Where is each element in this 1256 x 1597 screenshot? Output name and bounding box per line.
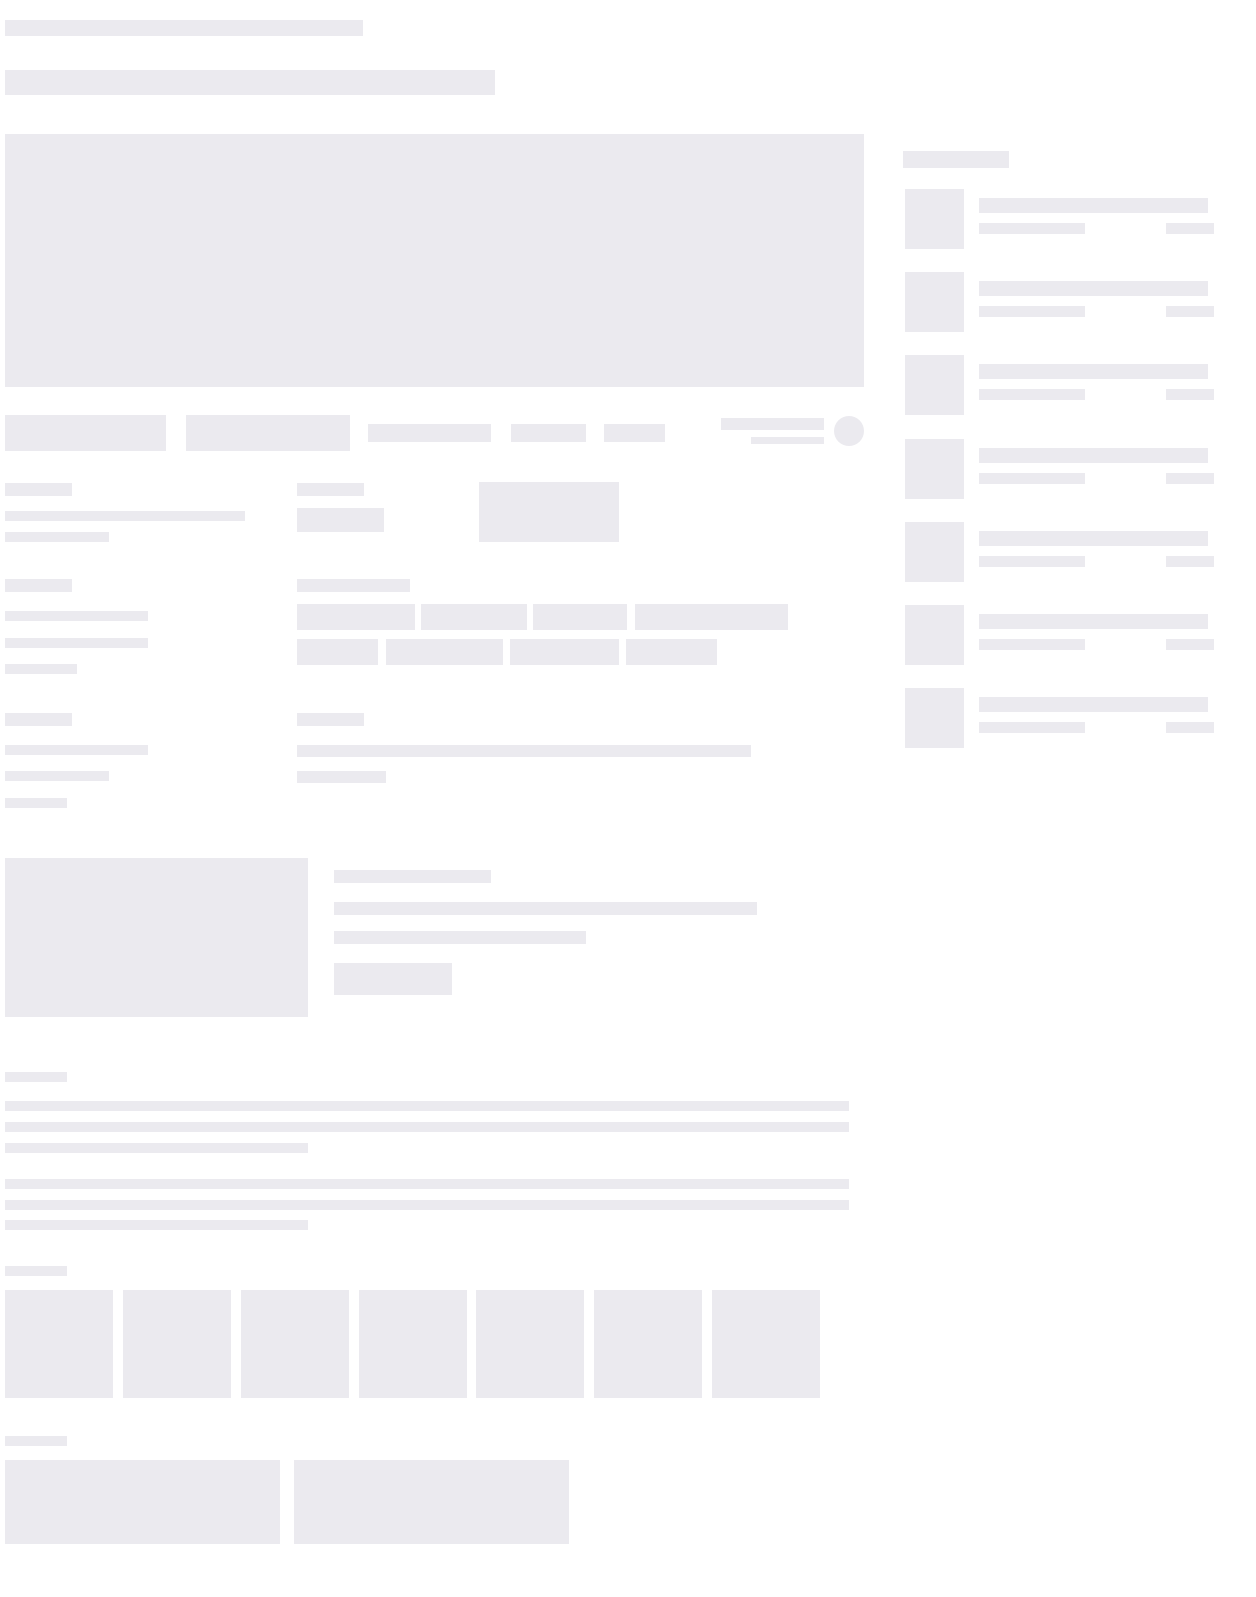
sidebar-item-thumbnail-placeholder — [905, 688, 964, 748]
sidebar-item-thumbnail-placeholder — [905, 272, 964, 332]
detail-value-placeholder — [5, 611, 148, 621]
detail-label-placeholder — [5, 483, 72, 496]
detail-label-placeholder — [297, 713, 364, 726]
sidebar-heading-placeholder — [903, 151, 1009, 168]
detail-value-placeholder — [5, 511, 245, 521]
author-name-placeholder — [721, 418, 824, 430]
sidebar-item-meta-placeholder — [979, 473, 1085, 484]
sidebar-item-meta-placeholder — [979, 722, 1085, 733]
gallery-tile-placeholder — [241, 1290, 349, 1398]
sidebar-item-price-placeholder — [1166, 473, 1214, 484]
description-line-placeholder — [5, 1122, 849, 1132]
sidebar-item-title-placeholder — [979, 448, 1208, 463]
tag-chip-placeholder — [386, 639, 503, 665]
gallery-tile-placeholder — [123, 1290, 231, 1398]
sidebar-item-price-placeholder — [1166, 389, 1214, 400]
card-text-placeholder — [334, 931, 586, 944]
sidebar-item-price-placeholder — [1166, 639, 1214, 650]
breadcrumb-placeholder — [5, 20, 363, 36]
detail-value-placeholder — [297, 745, 751, 757]
sidebar-item-thumbnail-placeholder — [905, 355, 964, 415]
card-button-placeholder — [334, 963, 452, 995]
sidebar-item-price-placeholder — [1166, 722, 1214, 733]
sidebar-item-meta-placeholder — [979, 389, 1085, 400]
description-line-placeholder — [5, 1101, 849, 1111]
price-label-placeholder — [297, 483, 364, 496]
description-line-placeholder — [5, 1143, 308, 1153]
sidebar-item-title-placeholder — [979, 198, 1208, 213]
author-meta-placeholder — [751, 437, 824, 444]
sidebar-item-thumbnail-placeholder — [905, 189, 964, 249]
sidebar-item-thumbnail-placeholder — [905, 439, 964, 499]
sidebar-item-price-placeholder — [1166, 556, 1214, 567]
sidebar-item-title-placeholder — [979, 364, 1208, 379]
description-line-placeholder — [5, 1220, 308, 1230]
tag-chip-placeholder — [297, 639, 378, 665]
avatar-placeholder — [834, 416, 864, 446]
sidebar-item-thumbnail-placeholder — [905, 605, 964, 665]
card-text-placeholder — [334, 902, 757, 915]
card-image-placeholder — [5, 858, 308, 1017]
tag-chip-placeholder — [510, 639, 619, 665]
tag-chip-placeholder — [533, 604, 627, 630]
gallery-tile-placeholder — [5, 1290, 113, 1398]
detail-value-placeholder — [297, 771, 386, 783]
primary-button-placeholder — [5, 415, 166, 451]
badge-placeholder — [479, 482, 619, 542]
sidebar-item-meta-placeholder — [979, 306, 1085, 317]
sidebar-item-thumbnail-placeholder — [905, 522, 964, 582]
detail-value-placeholder — [5, 745, 148, 755]
gallery-heading-placeholder — [5, 1266, 67, 1276]
sidebar-item-meta-placeholder — [979, 556, 1085, 567]
gallery-tile-placeholder — [594, 1290, 702, 1398]
detail-value-placeholder — [5, 664, 77, 674]
tag-chip-placeholder — [297, 604, 415, 630]
sidebar-item-price-placeholder — [1166, 306, 1214, 317]
sidebar-item-meta-placeholder — [979, 223, 1085, 234]
card-title-placeholder — [334, 870, 491, 883]
gallery-tile-placeholder — [476, 1290, 584, 1398]
detail-label-placeholder — [5, 713, 72, 726]
detail-value-placeholder — [5, 638, 148, 648]
page-title-placeholder — [5, 70, 495, 95]
sidebar-item-meta-placeholder — [979, 639, 1085, 650]
related-card-placeholder — [5, 1460, 280, 1544]
detail-label-placeholder — [5, 579, 72, 592]
sidebar-item-title-placeholder — [979, 614, 1208, 629]
detail-value-placeholder — [5, 771, 109, 781]
action-link-placeholder — [368, 424, 491, 442]
description-line-placeholder — [5, 1200, 849, 1210]
action-link-placeholder — [511, 424, 586, 442]
related-heading-placeholder — [5, 1436, 67, 1446]
tag-chip-placeholder — [421, 604, 527, 630]
sidebar-item-title-placeholder — [979, 697, 1208, 712]
detail-value-placeholder — [5, 798, 67, 808]
description-heading-placeholder — [5, 1072, 67, 1082]
description-line-placeholder — [5, 1179, 849, 1189]
tags-label-placeholder — [297, 579, 410, 592]
action-link-placeholder — [604, 424, 665, 442]
gallery-tile-placeholder — [712, 1290, 820, 1398]
sidebar-item-title-placeholder — [979, 281, 1208, 296]
related-card-placeholder — [294, 1460, 569, 1544]
gallery-tile-placeholder — [359, 1290, 467, 1398]
price-value-placeholder — [297, 508, 384, 532]
secondary-button-placeholder — [186, 415, 350, 451]
sidebar-item-price-placeholder — [1166, 223, 1214, 234]
tag-chip-placeholder — [626, 639, 717, 665]
tag-chip-placeholder — [635, 604, 788, 630]
sidebar-item-title-placeholder — [979, 531, 1208, 546]
detail-value-placeholder — [5, 532, 109, 542]
hero-image-placeholder — [5, 134, 864, 387]
